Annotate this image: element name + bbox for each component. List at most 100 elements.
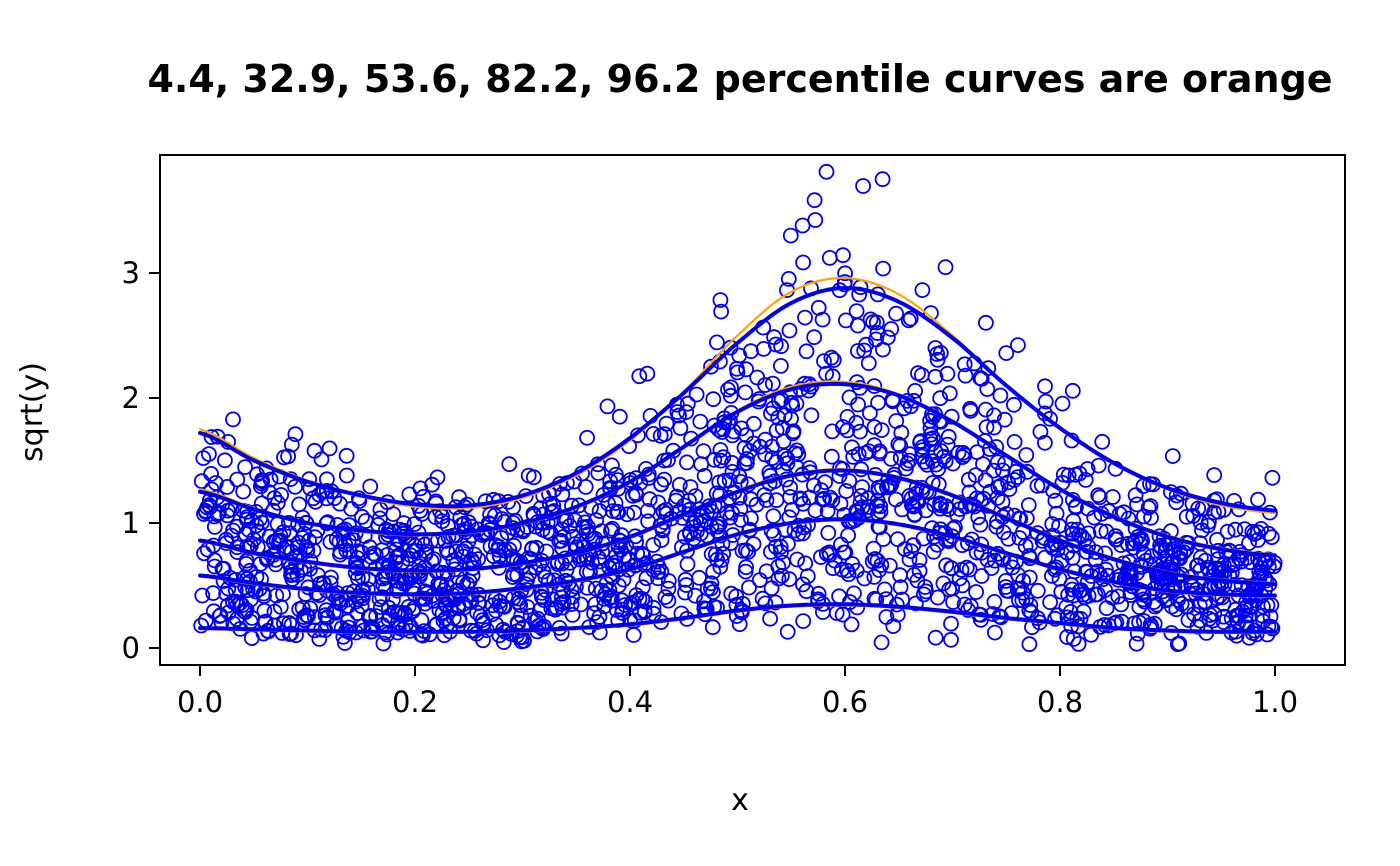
data-point [956, 356, 973, 373]
data-point [824, 492, 841, 509]
chart-title: 4.4, 32.9, 53.6, 82.2, 96.2 percentile c… [147, 57, 1332, 101]
data-point [193, 473, 210, 490]
data-point [669, 404, 686, 420]
data-point [1079, 461, 1096, 477]
data-point [567, 536, 583, 552]
data-point [645, 599, 662, 616]
data-point [1192, 514, 1209, 531]
data-point [1206, 605, 1223, 622]
data-point [291, 601, 308, 618]
data-point [731, 468, 748, 485]
data-point [775, 554, 791, 571]
data-point [657, 589, 674, 605]
data-point [932, 497, 949, 514]
data-point [961, 484, 978, 501]
data-point [1021, 602, 1038, 619]
data-point [873, 634, 890, 651]
data-point [860, 355, 877, 372]
data-point [703, 358, 719, 375]
data-point [1197, 595, 1213, 611]
data-point [977, 472, 994, 489]
data-point [865, 540, 882, 557]
data-point [879, 329, 896, 346]
data-point [687, 488, 704, 505]
data-point [729, 360, 745, 377]
data-point [776, 407, 793, 424]
data-point [653, 476, 669, 493]
data-point [564, 607, 581, 623]
data-point [656, 426, 673, 443]
data-point [813, 482, 830, 499]
data-point [1092, 523, 1109, 539]
data-point [501, 541, 518, 558]
data-point [219, 507, 236, 524]
data-point [996, 411, 1013, 428]
data-point [838, 483, 855, 499]
data-point [1094, 433, 1111, 450]
data-point [795, 613, 812, 629]
data-point [782, 227, 799, 244]
data-point [305, 490, 322, 507]
data-point [313, 451, 330, 468]
data-point [512, 597, 529, 614]
data-point [611, 408, 628, 425]
data-point [459, 576, 476, 592]
data-point [763, 544, 779, 560]
data-point [338, 467, 355, 484]
data-point [927, 629, 944, 646]
data-point [687, 587, 703, 604]
data-point [840, 527, 856, 544]
data-point [914, 282, 931, 299]
data-point [554, 599, 571, 616]
data-point [1127, 487, 1144, 504]
data-point [821, 546, 838, 563]
data-point [1264, 469, 1281, 486]
data-point [330, 593, 347, 610]
data-point [289, 567, 306, 583]
data-point [853, 487, 869, 504]
data-point [1142, 498, 1159, 515]
data-point [1080, 525, 1097, 542]
data-point [763, 580, 780, 597]
data-point [340, 532, 357, 549]
data-point [235, 483, 252, 500]
data-point [361, 539, 378, 556]
data-point [798, 343, 815, 360]
data-point [679, 556, 696, 573]
data-point [1241, 535, 1257, 551]
data-point [372, 599, 389, 615]
data-point [619, 506, 636, 523]
data-point [371, 510, 388, 527]
data-point [558, 512, 575, 528]
data-point [296, 609, 312, 625]
data-point [910, 493, 927, 510]
data-point [1201, 610, 1218, 627]
data-point [767, 336, 784, 353]
y-tick-label: 1 [122, 506, 140, 540]
data-point [795, 254, 811, 271]
data-point [1227, 521, 1244, 538]
data-point [218, 585, 235, 602]
data-point [276, 449, 292, 466]
data-point [807, 502, 824, 519]
data-point [645, 537, 662, 553]
data-point [932, 390, 949, 407]
data-point [1263, 529, 1280, 546]
data-point [1234, 603, 1251, 620]
data-point [1163, 555, 1180, 572]
data-point [206, 508, 223, 525]
data-point [892, 579, 909, 595]
data-point [354, 508, 370, 525]
data-point [715, 449, 732, 466]
data-point [309, 567, 326, 583]
data-point [434, 605, 451, 622]
data-point [1006, 396, 1022, 413]
data-point [756, 487, 773, 503]
data-point [288, 627, 304, 644]
data-point [955, 444, 971, 461]
data-point [438, 597, 455, 614]
data-point [1090, 457, 1107, 474]
data-point [1042, 410, 1058, 427]
data-point [929, 346, 945, 362]
